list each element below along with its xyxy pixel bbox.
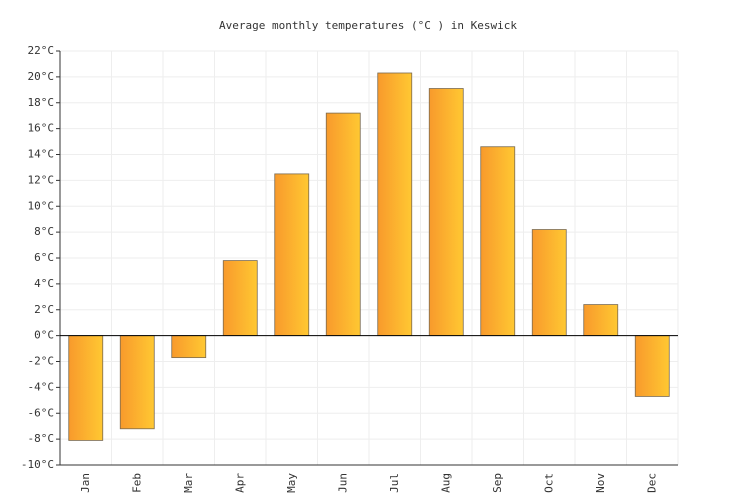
x-tick-label: Sep xyxy=(491,473,504,493)
y-tick-label: -8°C xyxy=(28,432,55,445)
bar xyxy=(428,88,464,337)
bar xyxy=(480,146,516,337)
y-tick-label: -4°C xyxy=(28,380,55,393)
x-tick-label: Aug xyxy=(439,473,452,493)
y-tick-label: 6°C xyxy=(34,251,54,264)
bar xyxy=(531,229,567,337)
bar xyxy=(119,335,155,430)
y-tick-label: 22°C xyxy=(28,44,55,57)
bar xyxy=(634,335,670,397)
bar xyxy=(68,335,104,441)
y-tick-label: 0°C xyxy=(34,329,54,342)
bar xyxy=(583,304,619,337)
x-tick-label: Jun xyxy=(336,473,349,493)
x-tick-label: Nov xyxy=(594,473,607,493)
x-tick-label: Dec xyxy=(645,473,658,493)
y-tick-label: 10°C xyxy=(28,199,55,212)
x-tick-label: Jul xyxy=(388,473,401,493)
chart-title: Average monthly temperatures (°C ) in Ke… xyxy=(219,19,517,32)
x-tick-label: Oct xyxy=(542,473,555,493)
x-tick-label: Jan xyxy=(79,473,92,493)
y-tick-label: -10°C xyxy=(21,458,54,471)
x-tick-label: May xyxy=(285,473,298,493)
bar xyxy=(325,112,361,337)
x-tick-label: Feb xyxy=(130,473,143,493)
bar xyxy=(377,72,413,337)
y-tick-label: 12°C xyxy=(28,173,55,186)
y-tick-label: 18°C xyxy=(28,96,55,109)
x-tick-label: Mar xyxy=(182,473,195,493)
y-tick-label: 4°C xyxy=(34,277,54,290)
y-tick-label: 14°C xyxy=(28,148,55,161)
y-tick-label: -2°C xyxy=(28,355,55,368)
y-tick-label: 20°C xyxy=(28,70,55,83)
bar xyxy=(171,335,207,359)
y-tick-label: -6°C xyxy=(28,406,55,419)
y-tick-label: 8°C xyxy=(34,225,54,238)
x-tick-label: Apr xyxy=(233,473,246,493)
y-tick-label: 16°C xyxy=(28,122,55,135)
y-tick-label: 2°C xyxy=(34,303,54,316)
bar xyxy=(222,260,258,337)
bar xyxy=(274,173,310,337)
